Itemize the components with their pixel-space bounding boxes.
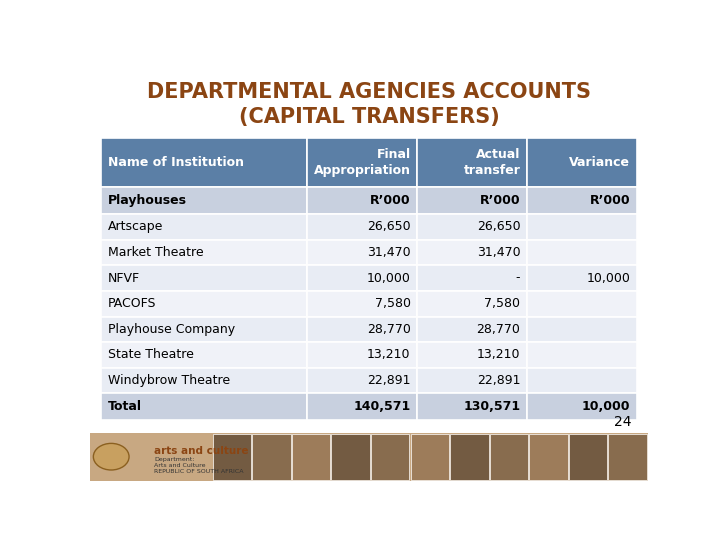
Text: 26,650: 26,650	[367, 220, 410, 233]
Bar	[527, 187, 636, 214]
Bar	[417, 291, 527, 316]
Bar	[527, 368, 636, 394]
Text: R’000: R’000	[590, 194, 630, 207]
Text: -: -	[516, 272, 521, 285]
Text: PACOFS: PACOFS	[108, 297, 156, 310]
Bar	[307, 187, 417, 214]
Bar	[307, 368, 417, 394]
Bar	[527, 316, 636, 342]
Text: Variance: Variance	[569, 156, 630, 169]
Text: 26,650: 26,650	[477, 220, 521, 233]
Text: R’000: R’000	[480, 194, 521, 207]
Bar	[101, 394, 307, 420]
Bar	[307, 394, 417, 420]
Bar	[307, 138, 417, 187]
Bar	[527, 342, 636, 368]
Text: 22,891: 22,891	[477, 374, 521, 387]
Bar	[101, 138, 307, 187]
Bar	[307, 265, 417, 291]
Text: Playhouse Company: Playhouse Company	[108, 323, 235, 336]
Bar	[307, 291, 417, 316]
Text: Final
Appropriation: Final Appropriation	[313, 148, 410, 177]
Bar	[569, 434, 607, 480]
Bar	[213, 434, 251, 480]
Text: 31,470: 31,470	[477, 246, 521, 259]
Text: 10,000: 10,000	[582, 400, 630, 414]
Text: 10,000: 10,000	[586, 272, 630, 285]
Bar	[527, 214, 636, 240]
Bar	[292, 434, 330, 480]
Text: Actual
transfer: Actual transfer	[464, 148, 521, 177]
Bar	[307, 240, 417, 265]
Bar	[101, 368, 307, 394]
Text: DEPARTMENTAL AGENCIES ACCOUNTS: DEPARTMENTAL AGENCIES ACCOUNTS	[147, 82, 591, 102]
Text: arts and culture: arts and culture	[154, 446, 248, 456]
Bar	[101, 214, 307, 240]
Bar	[371, 434, 410, 480]
Text: 24: 24	[613, 415, 631, 429]
Text: Playhouses: Playhouses	[108, 194, 187, 207]
Text: 28,770: 28,770	[477, 323, 521, 336]
Bar	[527, 240, 636, 265]
Bar	[101, 265, 307, 291]
Text: 130,571: 130,571	[463, 400, 521, 414]
Text: Artscape: Artscape	[108, 220, 163, 233]
Bar	[527, 291, 636, 316]
Bar	[101, 291, 307, 316]
Text: 140,571: 140,571	[354, 400, 410, 414]
Bar	[252, 434, 291, 480]
Bar	[527, 138, 636, 187]
Bar	[101, 342, 307, 368]
Bar	[527, 394, 636, 420]
Bar	[101, 316, 307, 342]
Bar	[331, 434, 370, 480]
Text: Total: Total	[108, 400, 142, 414]
Bar	[417, 240, 527, 265]
Bar	[417, 187, 527, 214]
Bar	[417, 265, 527, 291]
Bar	[529, 434, 568, 480]
Bar	[101, 187, 307, 214]
Bar	[450, 434, 489, 480]
Bar	[608, 434, 647, 480]
Text: 7,580: 7,580	[374, 297, 410, 310]
Bar	[417, 394, 527, 420]
Bar	[307, 316, 417, 342]
Text: Market Theatre: Market Theatre	[108, 246, 204, 259]
Bar	[417, 138, 527, 187]
Text: 13,210: 13,210	[477, 348, 521, 361]
Text: Department:
Arts and Culture
REPUBLIC OF SOUTH AFRICA: Department: Arts and Culture REPUBLIC OF…	[154, 457, 243, 474]
Text: State Theatre: State Theatre	[108, 348, 194, 361]
Text: Windybrow Theatre: Windybrow Theatre	[108, 374, 230, 387]
Bar	[307, 342, 417, 368]
Bar	[307, 214, 417, 240]
Text: 10,000: 10,000	[366, 272, 410, 285]
Text: 7,580: 7,580	[485, 297, 521, 310]
Bar	[410, 434, 449, 480]
Text: (CAPITAL TRANSFERS): (CAPITAL TRANSFERS)	[238, 107, 500, 127]
Bar	[101, 240, 307, 265]
Text: 28,770: 28,770	[366, 323, 410, 336]
Bar	[417, 368, 527, 394]
Bar	[490, 434, 528, 480]
Text: R’000: R’000	[370, 194, 410, 207]
Text: Name of Institution: Name of Institution	[108, 156, 244, 169]
Text: 22,891: 22,891	[367, 374, 410, 387]
Bar	[417, 316, 527, 342]
Text: 13,210: 13,210	[367, 348, 410, 361]
Bar	[90, 433, 648, 481]
Bar	[417, 214, 527, 240]
Circle shape	[94, 443, 129, 470]
Text: NFVF: NFVF	[108, 272, 140, 285]
Bar	[527, 265, 636, 291]
Bar	[417, 342, 527, 368]
Text: 31,470: 31,470	[367, 246, 410, 259]
